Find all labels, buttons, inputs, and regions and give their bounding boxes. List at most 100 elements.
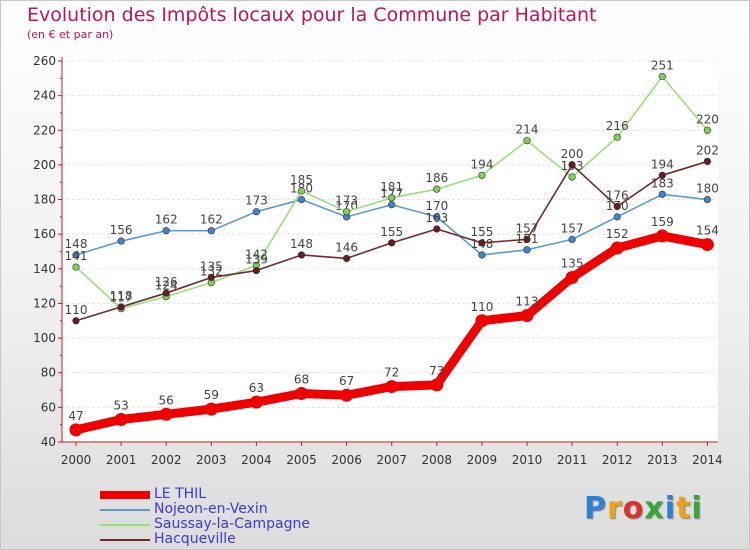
data-label: 214 — [516, 123, 539, 137]
data-point — [568, 161, 576, 169]
data-label: 159 — [651, 215, 674, 229]
y-tick-label: 160 — [33, 227, 56, 241]
chart-title: Evolution des Impôts locaux pour la Comm… — [27, 4, 597, 26]
data-point — [252, 208, 260, 216]
x-tick-label: 2001 — [106, 453, 137, 467]
data-label: 154 — [696, 224, 719, 238]
data-label: 162 — [200, 213, 223, 227]
data-point — [297, 251, 306, 259]
data-point — [568, 235, 576, 243]
x-tick-label: 2012 — [602, 453, 633, 467]
legend-label: Saussay-la-Campagne — [154, 516, 310, 532]
data-point — [207, 273, 215, 282]
data-point — [249, 395, 263, 409]
data-label: 181 — [380, 180, 403, 194]
data-label: 173 — [245, 194, 268, 208]
legend-swatch — [100, 524, 150, 526]
data-point — [433, 213, 441, 221]
data-label: 173 — [335, 194, 358, 208]
y-tick-label: 200 — [33, 158, 56, 172]
data-point — [388, 201, 396, 209]
x-tick-label: 2013 — [647, 453, 678, 467]
data-point — [475, 314, 489, 328]
data-label: 186 — [425, 171, 448, 185]
data-point — [433, 185, 441, 193]
data-point — [297, 187, 306, 195]
legend-label: Hacqueville — [154, 531, 236, 547]
data-label: 117 — [110, 291, 133, 305]
data-point — [162, 289, 170, 297]
x-tick-label: 2000 — [61, 453, 92, 467]
data-point — [388, 194, 396, 202]
data-point — [478, 171, 486, 179]
data-label: 118 — [110, 289, 133, 303]
data-point — [658, 72, 666, 81]
x-tick-label: 2014 — [692, 453, 723, 467]
data-label: 163 — [425, 211, 448, 225]
x-tick-label: 2003 — [196, 453, 227, 467]
x-tick-label: 2010 — [512, 453, 543, 467]
data-point — [204, 402, 218, 416]
series-nojeon-en-vexin: 1481561621621731801701771701481511571701… — [65, 176, 719, 259]
y-tick-label: 180 — [33, 193, 56, 207]
data-label: 124 — [155, 279, 178, 293]
data-point — [478, 239, 486, 247]
data-point — [568, 173, 576, 181]
legend-label: LE THIL — [154, 486, 207, 502]
x-tick-label: 2009 — [467, 453, 498, 467]
data-point — [114, 412, 128, 426]
data-point — [658, 171, 666, 179]
data-point — [430, 378, 444, 392]
data-label: 47 — [68, 409, 83, 423]
data-point — [388, 239, 396, 247]
legend-swatch — [100, 509, 150, 511]
data-label: 170 — [425, 199, 448, 213]
data-label: 132 — [200, 265, 223, 279]
data-label: 135 — [200, 259, 223, 273]
data-label: 148 — [65, 237, 88, 251]
series-le-thil: 47 53 56 59 63 68 67 72 73 110 113 135 152 159 154 — [68, 215, 719, 437]
x-tick-label: 2004 — [241, 453, 272, 467]
data-label: 155 — [380, 225, 403, 239]
data-label: 56 — [159, 393, 174, 407]
data-point — [207, 227, 215, 235]
logo-letter: o — [622, 491, 645, 526]
data-label: 185 — [290, 173, 313, 187]
logo-letter: r — [607, 491, 623, 526]
data-point — [523, 235, 531, 243]
data-point — [565, 270, 579, 284]
data-point — [523, 246, 531, 254]
legend-swatch — [100, 491, 150, 499]
data-label: 73 — [429, 364, 444, 378]
data-label: 202 — [696, 143, 719, 157]
logo-letter: i — [691, 491, 703, 526]
y-tick-label: 60 — [41, 400, 56, 414]
data-point — [72, 317, 80, 325]
y-tick-label: 40 — [41, 435, 56, 449]
data-label: 72 — [384, 366, 399, 380]
logo-letter: i — [664, 491, 677, 526]
data-label: 152 — [606, 227, 629, 241]
data-label: 148 — [290, 237, 313, 251]
data-point — [252, 266, 260, 275]
x-tick-label: 2007 — [376, 453, 407, 467]
data-point — [703, 157, 712, 166]
legend-swatch — [100, 539, 150, 541]
data-label: 194 — [470, 157, 493, 171]
data-label: 141 — [65, 249, 88, 263]
data-point — [700, 238, 714, 252]
x-tick-label: 2002 — [151, 453, 182, 467]
data-point — [433, 225, 441, 233]
data-point — [613, 202, 621, 211]
data-label: 162 — [155, 213, 178, 227]
data-label: 251 — [651, 59, 674, 73]
y-tick-label: 100 — [33, 331, 56, 345]
series-saussay-la-campagne: 1411171241321421851731811861942141932162… — [65, 59, 719, 313]
data-point — [117, 303, 125, 311]
data-point — [655, 229, 669, 243]
data-label: 156 — [110, 223, 133, 237]
data-point — [520, 309, 534, 323]
data-point — [613, 133, 621, 141]
data-label: 53 — [113, 398, 128, 412]
